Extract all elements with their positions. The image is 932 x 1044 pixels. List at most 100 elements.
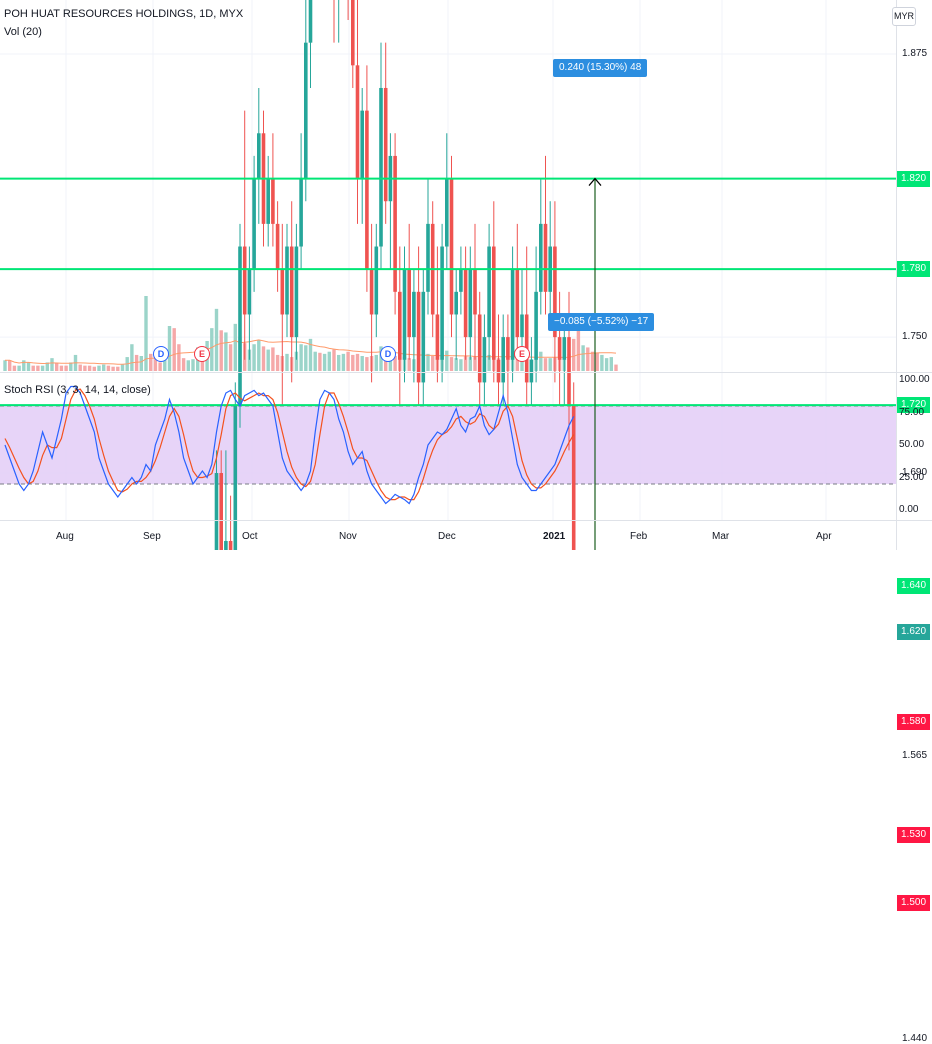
volume-bar <box>604 358 609 371</box>
candle-body <box>477 314 482 383</box>
candle-body <box>496 359 501 383</box>
stoch-k-line <box>4 385 575 505</box>
volume-bar <box>388 354 393 371</box>
price-axis-tick: 1.750 <box>902 331 928 343</box>
volume-bar <box>318 352 322 371</box>
dividend-event-marker[interactable]: D <box>380 346 396 362</box>
candle-body <box>412 291 416 338</box>
candle-body <box>355 65 360 179</box>
volume-bar <box>247 349 252 371</box>
candle-body <box>529 359 534 383</box>
volume-bar <box>266 349 270 371</box>
volume-bar <box>3 360 7 371</box>
volume-bar <box>69 362 73 371</box>
volume-bar <box>134 354 139 371</box>
volume-bar <box>59 365 64 371</box>
stoch-axis-tick: 25.00 <box>899 471 925 483</box>
volume-bar <box>459 359 463 371</box>
volume-bar <box>304 345 308 371</box>
candle-body <box>402 269 407 360</box>
price-axis-tick: 1.565 <box>902 750 928 762</box>
volume-bar <box>55 363 59 371</box>
candle-body <box>445 178 449 247</box>
candle-body <box>421 291 426 383</box>
volume-bar <box>355 353 360 371</box>
volume-bar <box>275 354 280 371</box>
volume-bar <box>214 308 219 371</box>
volume-bar <box>210 328 214 371</box>
volume-bar <box>586 347 590 371</box>
candle-body <box>275 223 280 270</box>
time-axis-label: Apr <box>816 531 832 542</box>
volume-bar <box>393 356 397 371</box>
volume-bar <box>106 365 111 371</box>
volume-legend[interactable]: Vol (20) <box>4 26 42 38</box>
volume-bar <box>78 364 82 371</box>
candle-body <box>571 405 576 550</box>
volume-bar <box>454 358 458 371</box>
volume-bar <box>158 362 162 371</box>
volume-bar <box>426 353 430 371</box>
time-axis-label: Mar <box>712 531 730 542</box>
price-axis-tick: 1.875 <box>902 48 928 59</box>
volume-bar <box>12 365 17 371</box>
volume-bar <box>487 354 491 371</box>
candle-body <box>435 314 440 360</box>
price-range-measure <box>588 177 602 550</box>
stoch-axis-tick: 100.00 <box>899 374 930 385</box>
volume-bar <box>294 351 299 371</box>
volume-bar <box>50 358 54 371</box>
candle-body <box>520 314 524 338</box>
candle-body <box>219 473 223 550</box>
candle-body <box>289 246 294 338</box>
candle-body <box>374 246 379 315</box>
volume-bar <box>299 344 303 371</box>
candle-body <box>482 337 487 383</box>
volume-bar <box>285 353 289 371</box>
level-price-label: 1.580 <box>897 714 930 731</box>
price-axis-tick: 1.690 <box>902 467 928 479</box>
candle-body <box>510 269 515 360</box>
price-chart[interactable] <box>0 0 932 550</box>
volume-bar <box>130 344 134 371</box>
currency-badge[interactable]: MYR <box>892 7 916 26</box>
volume-bar <box>581 345 585 371</box>
candle-body <box>468 269 473 338</box>
candle-body <box>238 246 242 406</box>
volume-bar <box>233 323 237 371</box>
stoch-axis-tick: 75.00 <box>899 406 925 418</box>
volume-bar <box>468 357 472 371</box>
volume-bar <box>548 358 552 371</box>
candle-body <box>440 246 444 360</box>
volume-bar <box>22 360 26 371</box>
candle-body <box>369 269 374 315</box>
volume-bar <box>224 332 228 371</box>
stoch-rsi-legend[interactable]: Stoch RSI (3, 3, 14, 14, close) <box>4 384 151 396</box>
time-axis-label: Sep <box>143 531 161 542</box>
volume-bar <box>572 338 576 371</box>
volume-bar <box>228 344 233 371</box>
candle-body <box>463 269 468 338</box>
volume-bar <box>332 349 336 371</box>
last-price-label: 1.620 <box>897 623 930 640</box>
candle-body <box>365 110 369 270</box>
volume-bar <box>614 364 618 371</box>
volume-bar <box>351 354 355 371</box>
earnings-event-marker[interactable]: E <box>514 346 530 362</box>
measure-up-label: 0.240 (15.30%) 48 <box>553 59 648 77</box>
level-price-label: 1.640 <box>897 578 930 595</box>
candle-body <box>360 110 364 179</box>
volume-bar <box>36 365 40 371</box>
earnings-event-marker[interactable]: E <box>194 346 210 362</box>
symbol-legend[interactable]: POH HUAT RESOURCES HOLDINGS, 1D, MYX <box>4 8 244 20</box>
stoch-axis-tick: 0.00 <box>899 504 919 515</box>
candle-body <box>487 246 491 338</box>
volume-bar <box>40 365 45 371</box>
candle-body <box>242 246 247 315</box>
volume-bar <box>181 358 186 371</box>
stoch-axis-tick: 50.00 <box>899 439 925 450</box>
volume-bar <box>139 356 143 371</box>
price-axis-tick: 1.440 <box>902 1033 928 1044</box>
candle-body <box>224 540 228 550</box>
dividend-event-marker[interactable]: D <box>153 346 169 362</box>
